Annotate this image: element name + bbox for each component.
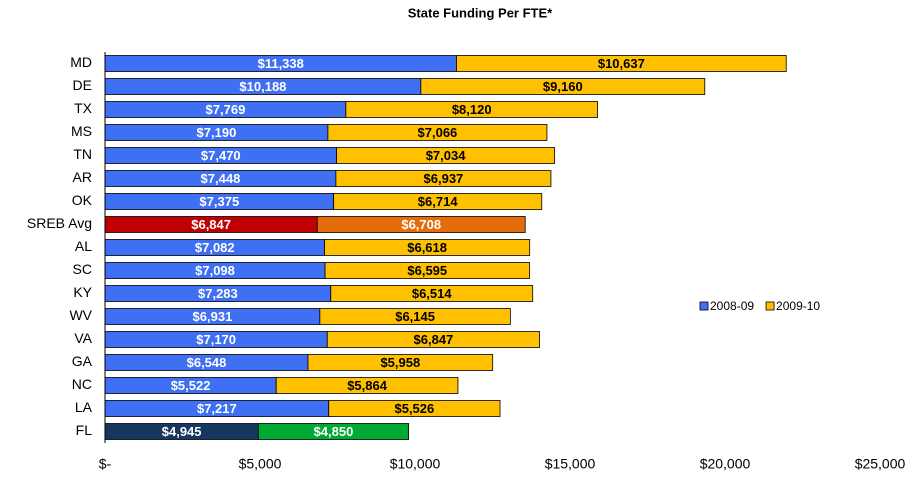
x-tick-label: $25,000	[855, 456, 906, 472]
y-tick-label: SC	[73, 261, 92, 277]
data-label: $7,448	[201, 171, 241, 186]
data-label: $10,637	[598, 56, 645, 71]
bar	[326, 331, 540, 348]
x-tick-label: $15,000	[545, 456, 596, 472]
data-label: $5,958	[380, 355, 420, 370]
y-tick-label: VA	[74, 330, 92, 346]
data-label: $6,708	[401, 217, 441, 232]
bar	[330, 285, 534, 302]
data-label: $5,864	[347, 378, 388, 393]
data-label: $4,850	[314, 424, 354, 439]
data-label: $6,618	[407, 240, 447, 255]
data-label: $4,945	[162, 424, 202, 439]
data-label: $5,522	[171, 378, 211, 393]
data-label: $6,514	[412, 286, 453, 301]
legend-label: 2008-09	[710, 299, 754, 313]
x-tick-label: $10,000	[390, 456, 441, 472]
bar	[345, 101, 598, 118]
y-tick-label: MS	[71, 123, 92, 139]
bar	[336, 147, 556, 164]
y-tick-label: KY	[73, 284, 92, 300]
legend-swatch	[699, 301, 709, 311]
bar	[335, 170, 552, 187]
bar	[257, 423, 410, 440]
bar	[275, 377, 459, 394]
y-tick-label: WV	[69, 307, 92, 323]
data-label: $5,526	[394, 401, 434, 416]
y-tick-label: TN	[73, 146, 92, 162]
bar	[324, 262, 530, 279]
data-label: $6,847	[191, 217, 231, 232]
x-tick-label: $-	[99, 456, 112, 472]
y-tick-label: SREB Avg	[27, 215, 92, 231]
data-label: $6,548	[187, 355, 227, 370]
data-label: $7,082	[195, 240, 235, 255]
data-label: $10,188	[239, 79, 286, 94]
bar	[328, 400, 501, 417]
bar	[333, 193, 543, 210]
data-label: $7,769	[206, 102, 246, 117]
y-tick-label: AR	[73, 169, 92, 185]
data-label: $6,145	[395, 309, 435, 324]
data-label: $7,375	[199, 194, 239, 209]
y-tick-label: OK	[72, 192, 93, 208]
y-tick-label: DE	[73, 77, 92, 93]
bar	[456, 55, 787, 72]
y-tick-label: MD	[70, 54, 92, 70]
y-tick-label: GA	[72, 353, 93, 369]
data-label: $6,847	[414, 332, 454, 347]
bar	[319, 308, 511, 325]
legend-label: 2009-10	[776, 299, 820, 313]
x-tick-label: $5,000	[239, 456, 282, 472]
chart-title: State Funding Per FTE*	[408, 5, 553, 20]
bar	[327, 124, 548, 141]
data-label: $7,034	[426, 148, 467, 163]
bar	[307, 354, 494, 371]
y-tick-label: TX	[74, 100, 93, 116]
y-tick-label: FL	[76, 422, 93, 438]
data-label: $8,120	[452, 102, 492, 117]
data-label: $6,595	[407, 263, 447, 278]
bar	[324, 239, 531, 256]
data-label: $7,066	[418, 125, 458, 140]
data-label: $11,338	[258, 56, 304, 71]
data-label: $9,160	[543, 79, 583, 94]
data-label: $7,470	[201, 148, 241, 163]
y-tick-label: NC	[72, 376, 92, 392]
bar	[420, 78, 706, 95]
x-tick-label: $20,000	[700, 456, 751, 472]
bar	[316, 216, 526, 233]
data-label: $7,217	[197, 401, 237, 416]
data-label: $6,714	[418, 194, 459, 209]
data-label: $7,098	[195, 263, 235, 278]
y-tick-label: AL	[75, 238, 92, 254]
y-tick-label: LA	[75, 399, 93, 415]
data-label: $7,190	[197, 125, 237, 140]
data-label: $6,931	[193, 309, 233, 324]
legend-swatch	[765, 301, 775, 311]
data-label: $6,937	[424, 171, 464, 186]
data-label: $7,283	[198, 286, 238, 301]
data-label: $7,170	[196, 332, 236, 347]
